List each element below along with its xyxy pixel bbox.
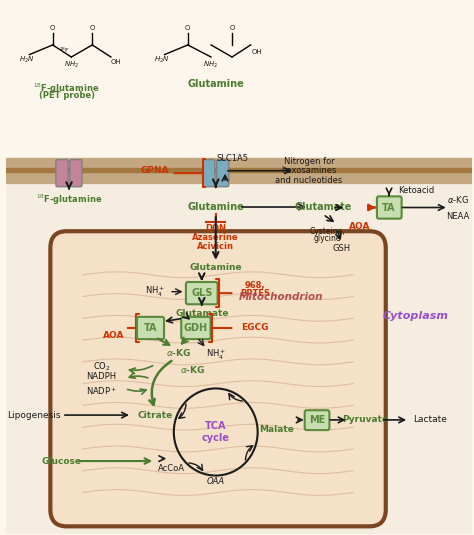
- Text: Glutamate: Glutamate: [175, 309, 228, 318]
- FancyBboxPatch shape: [186, 282, 218, 304]
- Text: 968,: 968,: [245, 281, 265, 291]
- Text: Lipogenesis: Lipogenesis: [7, 410, 61, 419]
- Bar: [6, 158, 472, 169]
- Text: OH: OH: [251, 49, 262, 55]
- Text: O: O: [229, 25, 235, 31]
- FancyBboxPatch shape: [50, 231, 386, 526]
- Text: $\alpha$-KG: $\alpha$-KG: [447, 194, 469, 205]
- Text: (PET probe): (PET probe): [39, 91, 95, 100]
- FancyBboxPatch shape: [377, 196, 401, 219]
- Text: NH$_4^+$: NH$_4^+$: [206, 348, 226, 362]
- Text: hexosamines: hexosamines: [281, 166, 337, 175]
- Text: EGCG: EGCG: [242, 324, 269, 332]
- Text: SLC1A5: SLC1A5: [216, 154, 248, 163]
- Text: NADPH: NADPH: [87, 372, 117, 381]
- Text: BPTES: BPTES: [240, 289, 270, 297]
- Text: CO$_2$: CO$_2$: [93, 361, 110, 373]
- Text: $^{18}$F: $^{18}$F: [59, 46, 70, 56]
- FancyBboxPatch shape: [137, 317, 164, 339]
- Text: DON: DON: [205, 224, 226, 233]
- Text: Malate: Malate: [259, 425, 294, 434]
- Text: $^{18}$F-glutamine: $^{18}$F-glutamine: [34, 81, 100, 96]
- Text: $\alpha$-KG: $\alpha$-KG: [180, 364, 205, 374]
- Bar: [6, 2, 472, 185]
- FancyBboxPatch shape: [217, 159, 229, 187]
- Text: GDH: GDH: [183, 323, 208, 333]
- Text: $NH_2$: $NH_2$: [64, 60, 79, 71]
- Text: Glutamine: Glutamine: [190, 263, 242, 272]
- Bar: [6, 169, 472, 172]
- FancyBboxPatch shape: [181, 317, 210, 339]
- Text: Glutamine: Glutamine: [187, 202, 244, 212]
- Text: Citrate: Citrate: [137, 410, 173, 419]
- Text: Lactate: Lactate: [413, 415, 447, 424]
- Text: $\alpha$-KG: $\alpha$-KG: [166, 347, 191, 358]
- Bar: [6, 185, 472, 533]
- Text: Pyruvate: Pyruvate: [342, 415, 388, 424]
- Text: AOA: AOA: [349, 222, 371, 231]
- FancyBboxPatch shape: [305, 410, 329, 430]
- Text: OAA: OAA: [207, 477, 225, 486]
- Text: ME: ME: [309, 415, 325, 425]
- Text: O: O: [50, 25, 55, 31]
- Text: Mitochondrion: Mitochondrion: [239, 292, 323, 302]
- Text: Glutamate: Glutamate: [294, 202, 352, 212]
- FancyBboxPatch shape: [203, 159, 215, 187]
- Text: O: O: [90, 25, 95, 31]
- Text: Ketoacid: Ketoacid: [398, 186, 434, 195]
- Text: Glucose: Glucose: [42, 456, 82, 465]
- Text: TCA
cycle: TCA cycle: [202, 421, 230, 443]
- Text: NEAA: NEAA: [447, 212, 470, 221]
- Text: O: O: [185, 25, 191, 31]
- Text: OH: OH: [110, 59, 121, 65]
- Text: Cytoplasm: Cytoplasm: [383, 311, 449, 321]
- Text: $^{18}$F-glutamine: $^{18}$F-glutamine: [36, 193, 102, 207]
- Text: TA: TA: [382, 203, 396, 212]
- Text: NADP$^+$: NADP$^+$: [86, 385, 117, 397]
- Text: NH$_4^+$: NH$_4^+$: [145, 285, 165, 299]
- Text: $H_2N$: $H_2N$: [155, 55, 170, 65]
- Text: and nucleotides: and nucleotides: [275, 176, 343, 185]
- FancyBboxPatch shape: [70, 159, 82, 187]
- FancyBboxPatch shape: [56, 159, 68, 187]
- Text: Acivicin: Acivicin: [197, 242, 234, 251]
- Text: glycine: glycine: [314, 234, 341, 243]
- Text: GSH: GSH: [332, 243, 351, 253]
- Text: GPNA: GPNA: [141, 166, 170, 175]
- Text: Azaserine: Azaserine: [192, 233, 239, 242]
- Text: TA: TA: [144, 323, 157, 333]
- Text: AOA: AOA: [102, 331, 124, 340]
- Text: Cysteine,: Cysteine,: [310, 227, 346, 236]
- Text: GLS: GLS: [191, 288, 212, 298]
- Text: $NH_2$: $NH_2$: [203, 60, 219, 71]
- Bar: [6, 172, 472, 183]
- Text: Nitrogen for: Nitrogen for: [283, 157, 334, 165]
- Text: $H_2N$: $H_2N$: [19, 55, 35, 65]
- Text: Glutamine: Glutamine: [187, 79, 244, 89]
- Text: AcCoA: AcCoA: [158, 464, 185, 473]
